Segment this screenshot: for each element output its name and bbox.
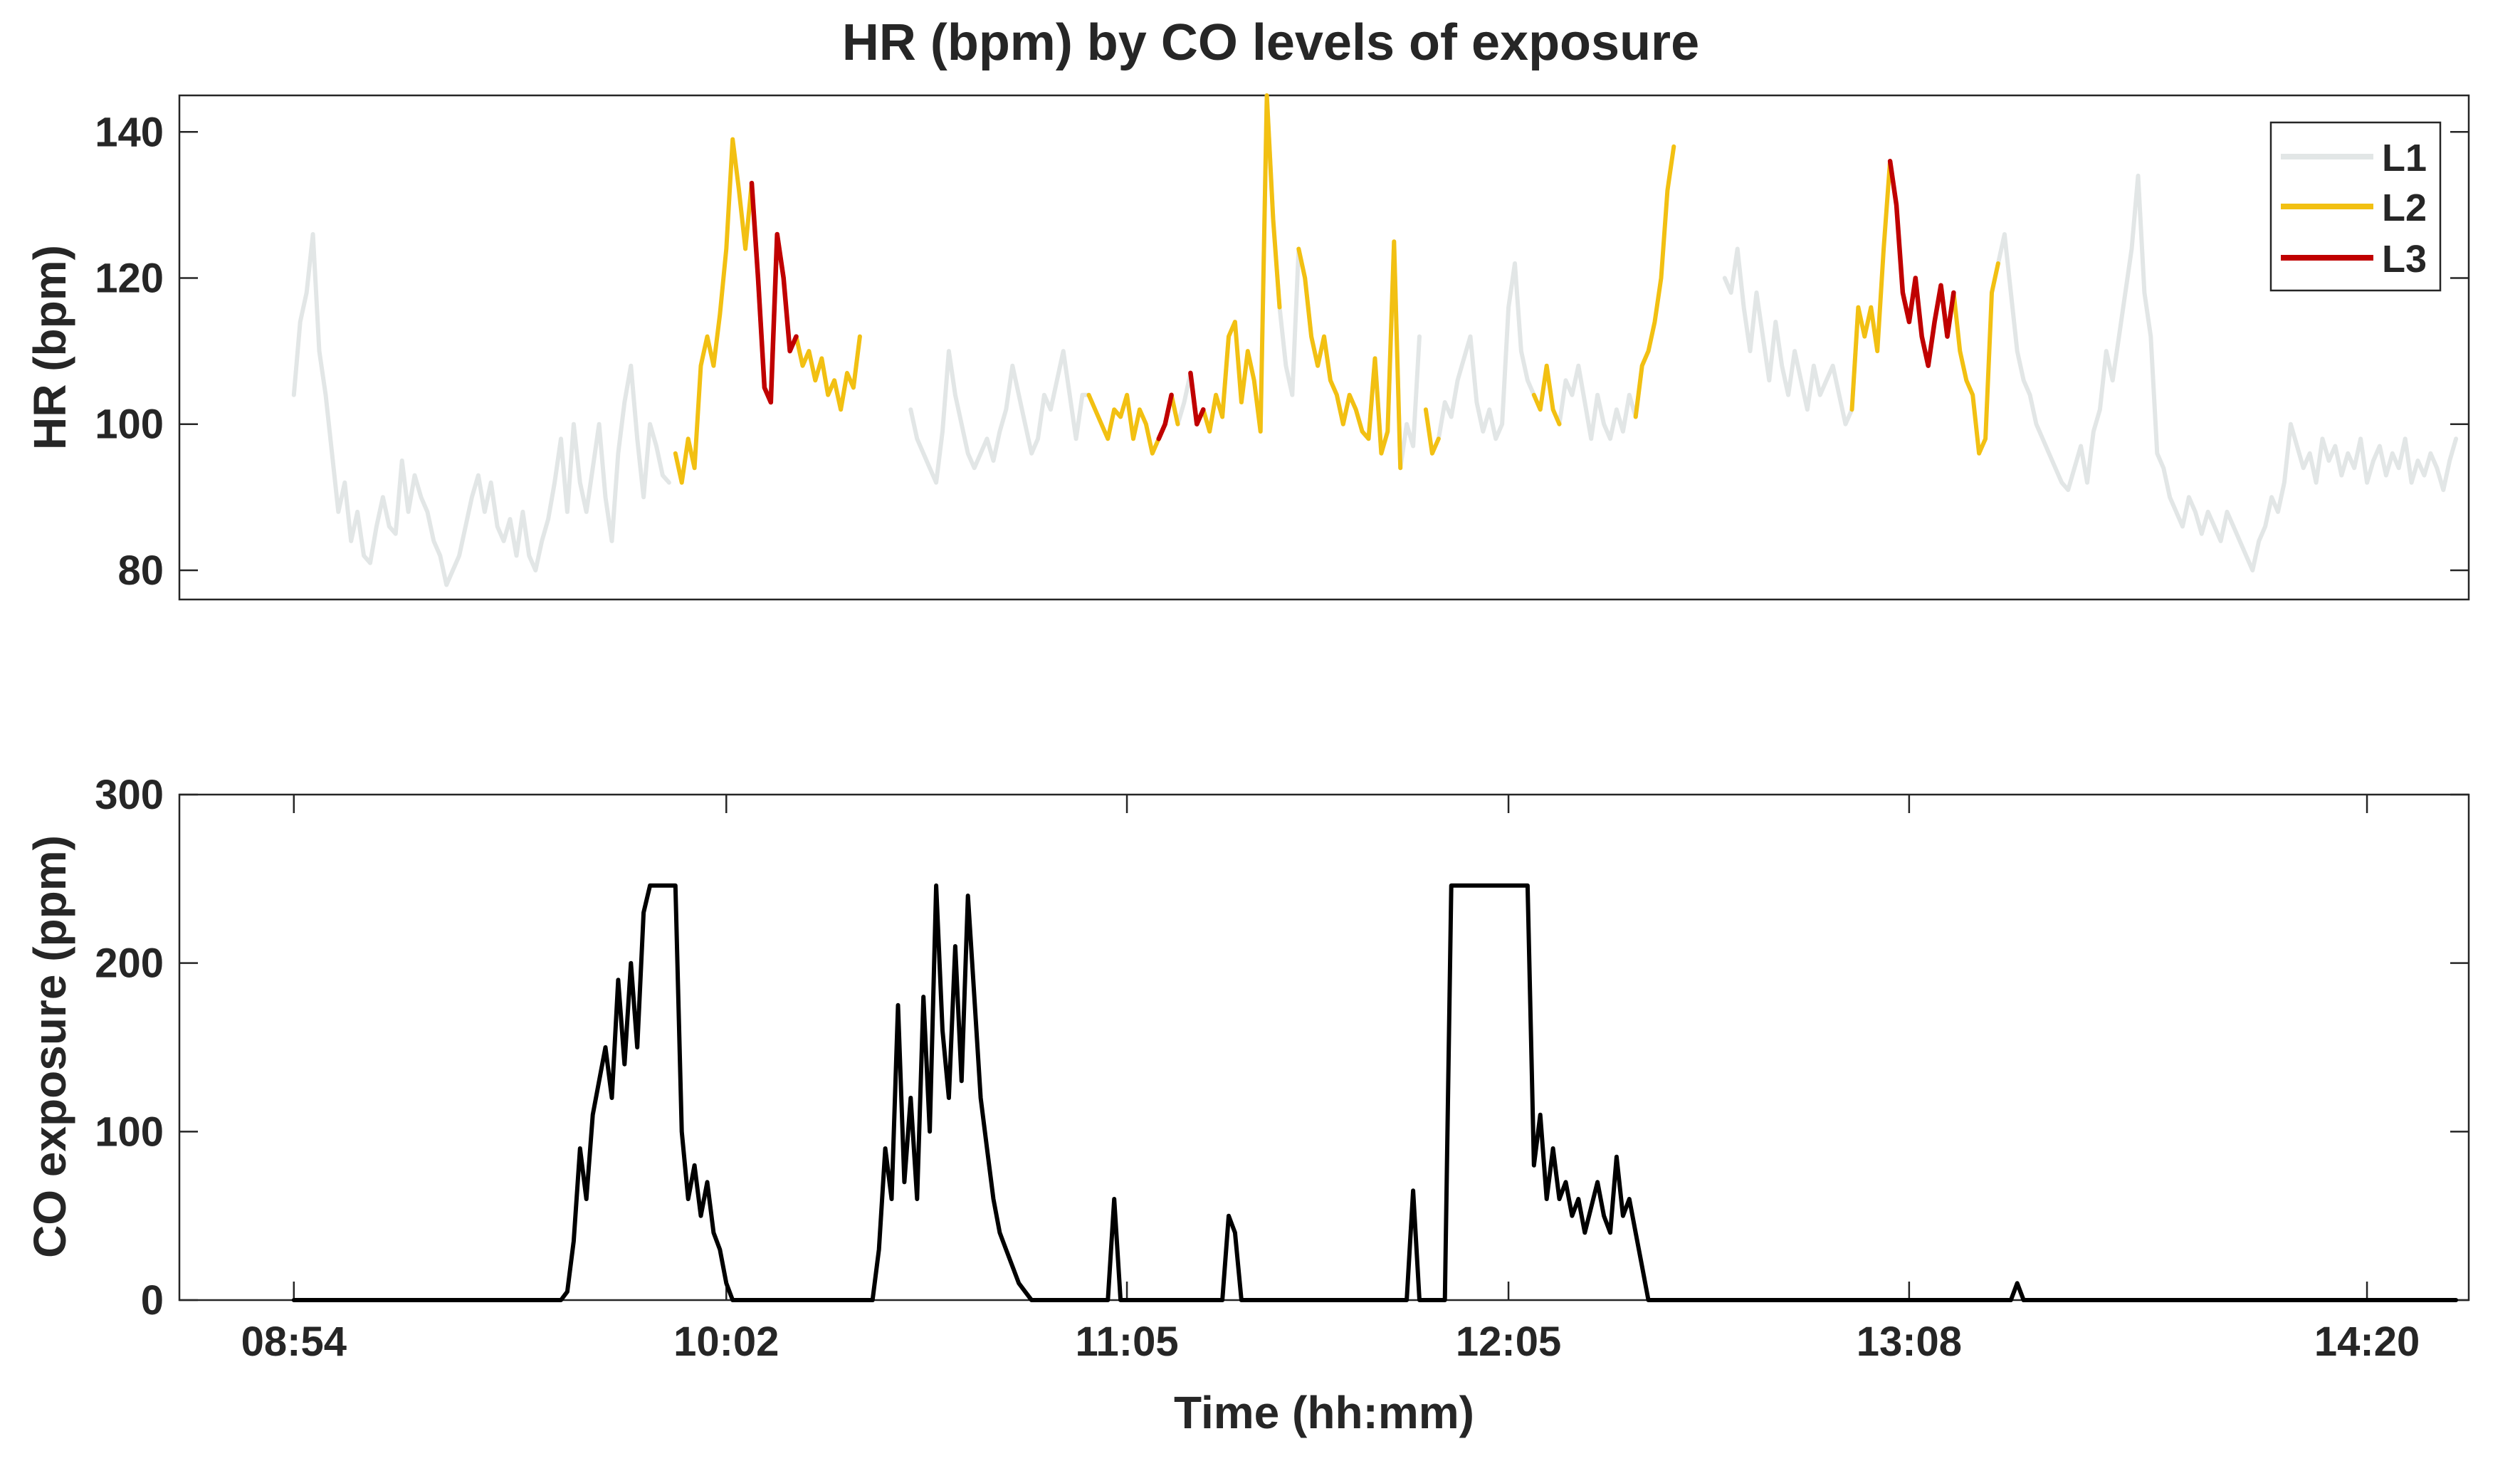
- legend-label-l2: L2: [2382, 187, 2427, 229]
- hr-y-tick-label: 140: [95, 109, 164, 155]
- hr-line-segment-l2: [1633, 144, 1676, 419]
- hr-series-l2: [673, 93, 2000, 485]
- x-tick-label: 13:08: [1857, 1319, 1962, 1365]
- co-exposure-line: [291, 883, 2459, 1302]
- hr-line-segment-l3: [1188, 370, 1206, 426]
- co-plot-area: [178, 793, 2470, 1302]
- hr-line-segment-l3: [1887, 159, 1956, 368]
- chart-title: HR (bpm) by CO levels of exposure: [842, 14, 1699, 71]
- hr-line-segment-l2: [1296, 239, 1403, 471]
- x-axis-label: Time (hh:mm): [1174, 1387, 1474, 1438]
- hr-line-segment-l3: [749, 180, 799, 405]
- co-y-tick-label: 100: [95, 1109, 164, 1155]
- hr-line-segment-l1: [1722, 246, 1861, 426]
- legend: L1 L2 L3: [2269, 121, 2442, 292]
- hr-line-segment-l1: [1990, 173, 2459, 572]
- hr-line-segment-l3: [1156, 392, 1174, 441]
- co-y-tick-label: 0: [141, 1277, 164, 1324]
- hr-line-segment-l2: [1195, 93, 1282, 434]
- hr-line-segment-l2: [794, 334, 862, 412]
- co-series: [291, 883, 2459, 1302]
- x-tick-label: 11:05: [1075, 1319, 1178, 1365]
- hr-line-segment-l2: [1531, 363, 1562, 426]
- x-tick-label: 14:20: [2314, 1319, 2420, 1365]
- hr-panel: 80 100 120 140 HR (bpm) L1 L2 L3: [24, 93, 2470, 601]
- legend-label-l1: L1: [2382, 137, 2427, 179]
- hr-y-tick-label: 120: [95, 256, 164, 302]
- hr-y-ticks: 80 100 120 140: [95, 109, 2469, 594]
- hr-series: [291, 93, 2459, 587]
- hr-line-segment-l1: [291, 232, 671, 587]
- co-axis-ticks: 0 100 200 300 08:54 10:02 11:05 12:05 13:08 14:20: [95, 772, 2469, 1365]
- co-y-tick-label: 200: [95, 941, 164, 987]
- hr-y-tick-label: 80: [117, 548, 164, 594]
- legend-label-l3: L3: [2382, 238, 2427, 281]
- hr-line-segment-l1: [1436, 261, 1543, 441]
- hr-line-segment-l2: [1849, 159, 1893, 412]
- hr-y-tick-label: 100: [95, 402, 164, 448]
- hr-line-segment-l2: [1423, 407, 1441, 456]
- co-panel: 0 100 200 300 08:54 10:02 11:05 12:05 13:08 14:20…: [24, 772, 2470, 1438]
- x-tick-label: 08:54: [241, 1319, 347, 1365]
- hr-series-l3: [749, 159, 1956, 441]
- x-tick-label: 12:05: [1456, 1319, 1561, 1365]
- hr-line-segment-l1: [908, 349, 1091, 485]
- hr-y-axis-label: HR (bpm): [24, 245, 75, 450]
- co-y-axis-label: CO exposure (ppm): [24, 835, 75, 1258]
- hr-line-segment-l1: [1557, 349, 1651, 441]
- x-tick-label: 10:02: [673, 1319, 779, 1365]
- co-y-tick-label: 300: [95, 772, 164, 818]
